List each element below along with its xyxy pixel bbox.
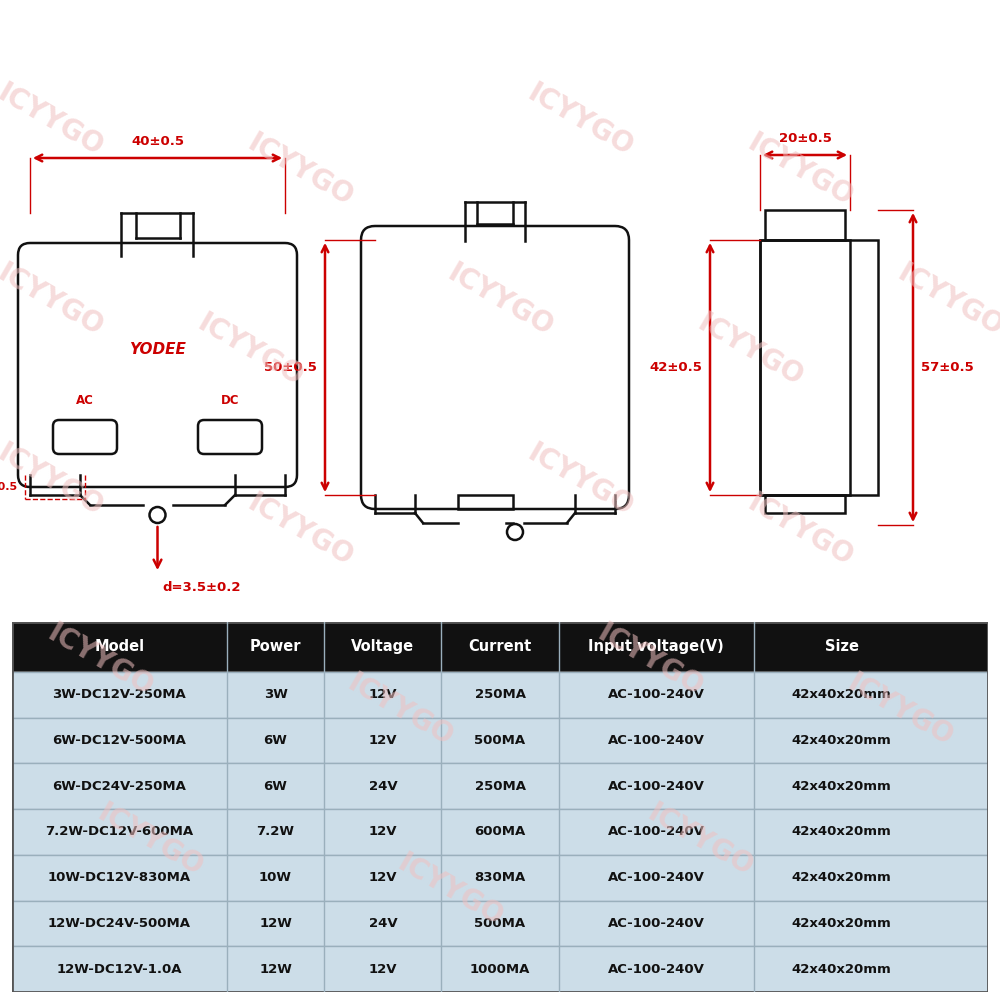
- Text: 6W: 6W: [264, 780, 287, 793]
- Text: 3W: 3W: [264, 688, 287, 701]
- Text: 42x40x20mm: 42x40x20mm: [792, 963, 891, 976]
- Text: ICYYGO: ICYYGO: [392, 849, 508, 931]
- Text: 500MA: 500MA: [474, 734, 526, 747]
- Text: 10W: 10W: [259, 871, 292, 884]
- Text: 24V: 24V: [369, 780, 397, 793]
- Text: AC-100-240V: AC-100-240V: [608, 780, 705, 793]
- Text: ICYYGO: ICYYGO: [0, 439, 108, 521]
- Text: 250MA: 250MA: [475, 780, 526, 793]
- Text: 6W: 6W: [264, 734, 287, 747]
- Text: 42x40x20mm: 42x40x20mm: [792, 688, 891, 701]
- Text: Voltage: Voltage: [351, 639, 414, 654]
- Bar: [458, 495, 512, 509]
- Text: 42x40x20mm: 42x40x20mm: [792, 825, 891, 838]
- Text: AC-100-240V: AC-100-240V: [608, 734, 705, 747]
- Text: ICYYGO: ICYYGO: [0, 259, 108, 341]
- Bar: [765, 495, 845, 513]
- Text: YODEE: YODEE: [129, 342, 186, 358]
- Text: 7.2W: 7.2W: [257, 825, 295, 838]
- Text: 42x40x20mm: 42x40x20mm: [792, 734, 891, 747]
- Text: 42±0.5: 42±0.5: [649, 361, 702, 374]
- Text: Current: Current: [468, 639, 532, 654]
- Text: 12V: 12V: [369, 825, 397, 838]
- Text: 24V: 24V: [369, 917, 397, 930]
- Bar: [765, 210, 845, 240]
- Text: AC-100-240V: AC-100-240V: [608, 963, 705, 976]
- Text: 42x40x20mm: 42x40x20mm: [792, 780, 891, 793]
- Text: Size: Size: [825, 639, 859, 654]
- Text: AC-100-240V: AC-100-240V: [608, 871, 705, 884]
- Text: 57±0.5: 57±0.5: [921, 361, 974, 374]
- Text: 3W-DC12V-250MA: 3W-DC12V-250MA: [52, 688, 186, 701]
- Text: 250MA: 250MA: [475, 688, 526, 701]
- Text: 12W-DC24V-500MA: 12W-DC24V-500MA: [48, 917, 191, 930]
- Text: 10±0.5: 10±0.5: [0, 482, 18, 492]
- Text: 1000MA: 1000MA: [470, 963, 530, 976]
- Text: ICYYGO: ICYYGO: [192, 309, 308, 391]
- Text: ICYYGO: ICYYGO: [442, 259, 558, 341]
- Text: AC-100-240V: AC-100-240V: [608, 917, 705, 930]
- Text: ICYYGO: ICYYGO: [0, 79, 108, 161]
- Text: 42x40x20mm: 42x40x20mm: [792, 871, 891, 884]
- Text: Power: Power: [250, 639, 301, 654]
- Text: 830MA: 830MA: [474, 871, 526, 884]
- Text: 12W: 12W: [259, 963, 292, 976]
- Text: DC: DC: [221, 394, 239, 407]
- Text: ICYYGO: ICYYGO: [642, 799, 758, 881]
- Text: ICYYGO: ICYYGO: [522, 79, 638, 161]
- Text: ICYYGO: ICYYGO: [342, 669, 458, 751]
- Text: 10W-DC12V-830MA: 10W-DC12V-830MA: [48, 871, 191, 884]
- Text: ICYYGO: ICYYGO: [522, 439, 638, 521]
- Bar: [12, 672, 988, 718]
- Bar: [12, 901, 988, 946]
- Text: AC: AC: [76, 394, 94, 407]
- Bar: [12, 809, 988, 855]
- Text: 40±0.5: 40±0.5: [131, 135, 184, 148]
- Text: 12V: 12V: [369, 871, 397, 884]
- Text: AC-100-240V: AC-100-240V: [608, 825, 705, 838]
- Text: ICYYGO: ICYYGO: [842, 669, 958, 751]
- Text: 6W-DC24V-250MA: 6W-DC24V-250MA: [52, 780, 186, 793]
- Text: AC-100-240V: AC-100-240V: [608, 688, 705, 701]
- Bar: [12, 855, 988, 901]
- Text: 12V: 12V: [369, 963, 397, 976]
- Text: ICYYGO: ICYYGO: [242, 129, 358, 211]
- Text: ICYYGO: ICYYGO: [692, 309, 808, 391]
- Text: 12V: 12V: [369, 688, 397, 701]
- Text: ICYYGO: ICYYGO: [242, 489, 358, 571]
- Text: 12W: 12W: [259, 917, 292, 930]
- Text: 6W-DC12V-500MA: 6W-DC12V-500MA: [52, 734, 186, 747]
- Text: 12V: 12V: [369, 734, 397, 747]
- Bar: [12, 763, 988, 809]
- Bar: [760, 240, 878, 495]
- Text: ICYYGO: ICYYGO: [592, 619, 708, 701]
- Text: Model: Model: [94, 639, 144, 654]
- Text: 50±0.5: 50±0.5: [264, 361, 317, 374]
- Text: Input voltage(V): Input voltage(V): [588, 639, 724, 654]
- Text: 20±0.5: 20±0.5: [779, 132, 831, 145]
- Bar: [12, 946, 988, 992]
- Text: ICYYGO: ICYYGO: [92, 799, 208, 881]
- Text: 7.2W-DC12V-600MA: 7.2W-DC12V-600MA: [45, 825, 193, 838]
- Bar: [760, 240, 850, 495]
- Text: ICYYGO: ICYYGO: [742, 129, 858, 211]
- Text: ICYYGO: ICYYGO: [892, 259, 1000, 341]
- Text: 500MA: 500MA: [474, 917, 526, 930]
- Text: 12W-DC12V-1.0A: 12W-DC12V-1.0A: [57, 963, 182, 976]
- Bar: [12, 718, 988, 763]
- Text: 600MA: 600MA: [474, 825, 526, 838]
- Bar: [12, 622, 988, 672]
- Text: ICYYGO: ICYYGO: [42, 619, 158, 701]
- Text: 42x40x20mm: 42x40x20mm: [792, 917, 891, 930]
- Text: ICYYGO: ICYYGO: [742, 489, 858, 571]
- Text: d=3.5±0.2: d=3.5±0.2: [162, 581, 241, 594]
